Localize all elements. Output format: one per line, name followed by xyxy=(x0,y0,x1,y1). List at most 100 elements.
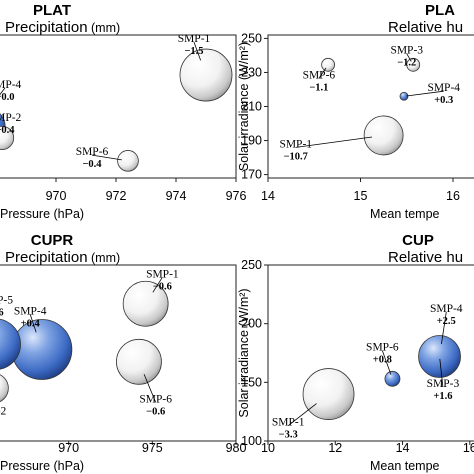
chart-title: CUP xyxy=(402,232,434,249)
plot-frame xyxy=(267,264,474,442)
bubble-point xyxy=(122,280,169,327)
point-value-label: +2.5 xyxy=(437,316,456,327)
x-tick-label: 970 xyxy=(58,441,79,455)
point-name-label: SMP-2 xyxy=(0,112,22,124)
x-tick-label: 16 xyxy=(446,189,460,203)
leader-line xyxy=(406,53,412,62)
y-axis-label: Solar irradiance (W/m²) xyxy=(237,288,251,417)
x-tick-label: 14 xyxy=(396,441,410,455)
point-name-label: SMP-6 xyxy=(366,342,399,354)
bubble-point xyxy=(399,91,409,101)
leader-line xyxy=(29,314,37,333)
x-tick-label: 14 xyxy=(261,189,275,203)
y-tick-label: 250 xyxy=(241,258,262,272)
bubble-point xyxy=(0,318,21,370)
leader-line xyxy=(439,358,444,388)
point-value-label: −10.7 xyxy=(284,151,308,162)
point-name-label: SMP-1 xyxy=(279,138,312,150)
leader-line xyxy=(0,87,6,96)
bubble-point xyxy=(0,374,9,403)
chart-subtitle: Precipitation (mm) xyxy=(5,249,120,266)
point-name-label: SMP-1 xyxy=(146,268,179,280)
leader-line xyxy=(381,350,392,375)
leader-line xyxy=(295,136,373,148)
point-value-label: −0.4 xyxy=(82,159,102,170)
x-axis-label: Mean tempe xyxy=(370,207,440,221)
point-name-label: SMP-4 xyxy=(0,79,22,91)
y-axis-label: Solar irradiance (W/m²) xyxy=(237,42,251,171)
leader-line xyxy=(152,277,163,293)
x-tick-label: 16 xyxy=(463,441,474,455)
x-tick-label: 10 xyxy=(261,441,275,455)
x-axis-label: Mean tempe xyxy=(370,459,440,473)
point-name-label: SMP-6 xyxy=(303,69,336,81)
subtitle-unit: (mm) xyxy=(88,251,121,265)
point-name-label: SMP-6 xyxy=(76,146,109,158)
plot-frame xyxy=(0,34,237,179)
chart-title: CUPR xyxy=(31,232,74,249)
point-value-label: −0.6 xyxy=(146,406,165,417)
y-tick-label: 200 xyxy=(241,317,262,331)
bubble-point xyxy=(363,115,404,156)
bubble-layer xyxy=(302,335,461,420)
chart-title: PLA xyxy=(425,2,455,19)
bubble-point xyxy=(116,338,162,385)
bubble-point xyxy=(117,150,139,172)
bubble-point xyxy=(302,368,355,420)
y-tick-label: 230 xyxy=(241,65,262,79)
bubble-layer xyxy=(0,48,233,172)
leader-line xyxy=(143,374,157,403)
point-name-label: SMP-3 xyxy=(390,45,423,57)
point-name-label: SMP-4 xyxy=(427,82,460,94)
point-name-label: SMP-4 xyxy=(14,305,47,317)
chart-title: PLAT xyxy=(33,2,71,19)
bubble-point xyxy=(406,57,421,72)
chart-subtitle: Precipitation (mm) xyxy=(5,19,120,36)
point-value-label: +0.3 xyxy=(434,95,453,106)
leader-line xyxy=(91,154,122,161)
bubble-layer xyxy=(0,280,169,403)
x-tick-label: 974 xyxy=(166,189,187,203)
point-value-label: −3.3 xyxy=(279,430,298,441)
x-tick-label: 975 xyxy=(142,441,163,455)
y-tick-label: 150 xyxy=(241,375,262,389)
leader-line xyxy=(193,42,202,61)
point-value-label: −0.4 xyxy=(0,125,15,136)
x-tick-label: 12 xyxy=(328,441,342,455)
point-name-label: SMP-1 xyxy=(272,417,305,429)
plot-frame xyxy=(0,264,237,442)
leader-line xyxy=(441,311,447,345)
y-tick-label: 210 xyxy=(241,100,262,114)
point-name-label: SMP-1 xyxy=(178,33,211,45)
point-value-label: +0.8 xyxy=(373,355,392,366)
subtitle-unit: (mm) xyxy=(88,21,121,35)
x-axis-label: Pressure (hPa) xyxy=(0,459,84,473)
point-name-label: SMP-5 xyxy=(0,295,13,307)
point-value-label: −1.5 xyxy=(184,46,203,57)
bubble-point xyxy=(0,125,15,151)
y-tick-label: 190 xyxy=(241,134,262,148)
chart-subtitle: Relative hu xyxy=(388,19,463,36)
x-axis-label: Pressure (hPa) xyxy=(0,207,84,221)
leader-line xyxy=(287,403,317,427)
point-value-label: −0.6 xyxy=(153,281,172,292)
bubble-point xyxy=(384,370,401,387)
x-tick-label: 970 xyxy=(46,189,67,203)
point-value-label: −1.2 xyxy=(397,58,416,69)
point-value-label: +0.0 xyxy=(0,92,15,103)
point-name-label: SMP-6 xyxy=(139,393,172,405)
x-tick-label: 980 xyxy=(226,441,247,455)
point-value-label: +1.6 xyxy=(433,391,452,402)
leader-line xyxy=(318,67,327,79)
y-tick-label: 250 xyxy=(241,31,262,45)
point-value-label: +0.4 xyxy=(21,318,41,329)
chart-subtitle: Relative hu xyxy=(388,249,463,266)
bubble-layer xyxy=(321,57,421,156)
point-value-label: −1.1 xyxy=(309,82,328,93)
y-tick-label: 100 xyxy=(241,434,262,448)
